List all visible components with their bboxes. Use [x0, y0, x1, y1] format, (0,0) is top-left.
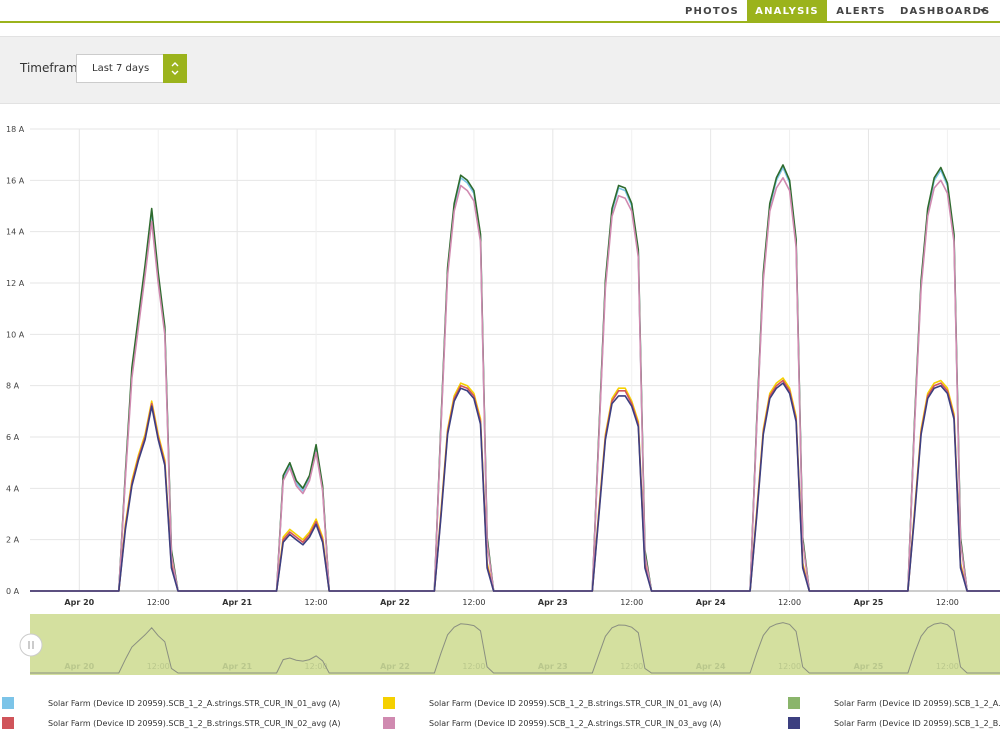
x-tick-label: Apr 25	[854, 598, 884, 607]
legend-item[interactable]: Solar Farm (Device ID 20959).SCB_1_2_A.s…	[2, 697, 340, 709]
navigator-tick-label: 12:00	[305, 662, 328, 671]
y-tick-label: 4 A	[6, 484, 20, 493]
chart: 0 A 2 A 4 A 6 A 8 A 10 A 12 A 14 A 16 A 18 A Apr 2…	[2, 125, 1000, 729]
legend-label: Solar Farm (Device ID 20959).SCB_1_2_B.s…	[429, 699, 721, 708]
legend-item[interactable]: Solar Farm (Device ID 20959).SCB_1_2_B.s…	[788, 717, 1000, 729]
handle-grip	[28, 641, 34, 649]
navigator	[30, 614, 1000, 675]
navigator-tick-label: 12:00	[620, 662, 643, 671]
series-line	[30, 177, 1000, 592]
legend-item[interactable]: Solar Farm (Device ID 20959).SCB_1_2_A.s…	[788, 697, 1000, 709]
x-tick-label: 12:00	[462, 598, 485, 607]
y-tick-label: 12 A	[6, 279, 25, 288]
select-arrows	[171, 62, 179, 75]
legend-swatch	[383, 697, 395, 709]
legend-label: Solar Farm (Device ID 20959).SCB_1_2_B.s…	[834, 719, 1000, 728]
navigator-tick-label: Apr 21	[222, 662, 252, 671]
navigator-tick-label: Apr 22	[380, 662, 410, 671]
navigator-tick-label: Apr 25	[854, 662, 884, 671]
navigator-handle[interactable]	[19, 633, 43, 657]
legend-swatch	[2, 717, 14, 729]
legend-swatch	[383, 717, 395, 729]
nav-tab[interactable]: PHOTOS	[685, 6, 739, 17]
x-tick-label: Apr 24	[696, 598, 726, 607]
timeframe-select[interactable]: Last 7 days	[76, 54, 187, 83]
x-tick-label: 12:00	[147, 598, 170, 607]
x-tick-label: 12:00	[778, 598, 801, 607]
nav-tab[interactable]: ALERTS	[836, 6, 886, 17]
x-tick-label: 12:00	[305, 598, 328, 607]
y-tick-label: 10 A	[6, 330, 25, 339]
series-line	[30, 164, 1000, 592]
legend-label: Solar Farm (Device ID 20959).SCB_1_2_A.s…	[48, 699, 340, 708]
navigator-tick-label: 12:00	[778, 662, 801, 671]
navigator-tick-label: 12:00	[462, 662, 485, 671]
navigator-tick-label: 12:00	[936, 662, 959, 671]
legend-item[interactable]: Solar Farm (Device ID 20959).SCB_1_2_B.s…	[383, 697, 721, 709]
navigator-tick-label: Apr 20	[64, 662, 94, 671]
series-line	[30, 166, 1000, 592]
legend-swatch	[788, 717, 800, 729]
navigator-tick-label: Apr 24	[696, 662, 726, 671]
top-nav: PHOTOS ANALYSIS ALERTS DASHBOARDS	[0, 0, 1000, 23]
navigator-line	[30, 622, 1000, 674]
nav-tab[interactable]: ANALYSIS	[747, 0, 827, 21]
x-tick-label: Apr 20	[64, 598, 94, 607]
y-tick-label: 16 A	[6, 176, 25, 185]
timeframe-label: Timeframe	[20, 61, 85, 75]
dropdown-caret	[980, 9, 986, 13]
nav-tab[interactable]: DASHBOARDS	[900, 6, 991, 17]
legend-label: Solar Farm (Device ID 20959).SCB_1_2_B.s…	[48, 719, 340, 728]
series-line	[30, 379, 1000, 592]
legend-swatch	[2, 697, 14, 709]
y-tick-label: 2 A	[6, 536, 20, 545]
select-button[interactable]	[163, 54, 187, 83]
timeframe-value: Last 7 days	[92, 63, 150, 74]
legend-swatch	[788, 697, 800, 709]
legend-label: Solar Farm (Device ID 20959).SCB_1_2_A.s…	[834, 699, 1000, 708]
y-tick-label: 8 A	[6, 382, 20, 391]
x-tick-label: Apr 23	[538, 598, 568, 607]
y-tick-label: 0 A	[6, 587, 20, 596]
x-tick-label: 12:00	[620, 598, 643, 607]
toolbar: Timeframe Last 7 days	[0, 36, 1000, 104]
legend-label: Solar Farm (Device ID 20959).SCB_1_2_A.s…	[429, 719, 721, 728]
series-line	[30, 382, 1000, 592]
x-tick-label: Apr 21	[222, 598, 252, 607]
y-tick-label: 14 A	[6, 228, 25, 237]
y-tick-label: 18 A	[6, 125, 25, 134]
navigator-tick-label: Apr 23	[538, 662, 568, 671]
series-line	[30, 377, 1000, 592]
y-tick-label: 6 A	[6, 433, 20, 442]
legend-item[interactable]: Solar Farm (Device ID 20959).SCB_1_2_A.s…	[383, 717, 721, 729]
x-tick-label: Apr 22	[380, 598, 410, 607]
navigator-tick-label: 12:00	[147, 662, 170, 671]
x-tick-label: 12:00	[936, 598, 959, 607]
legend-item[interactable]: Solar Farm (Device ID 20959).SCB_1_2_B.s…	[2, 717, 340, 729]
